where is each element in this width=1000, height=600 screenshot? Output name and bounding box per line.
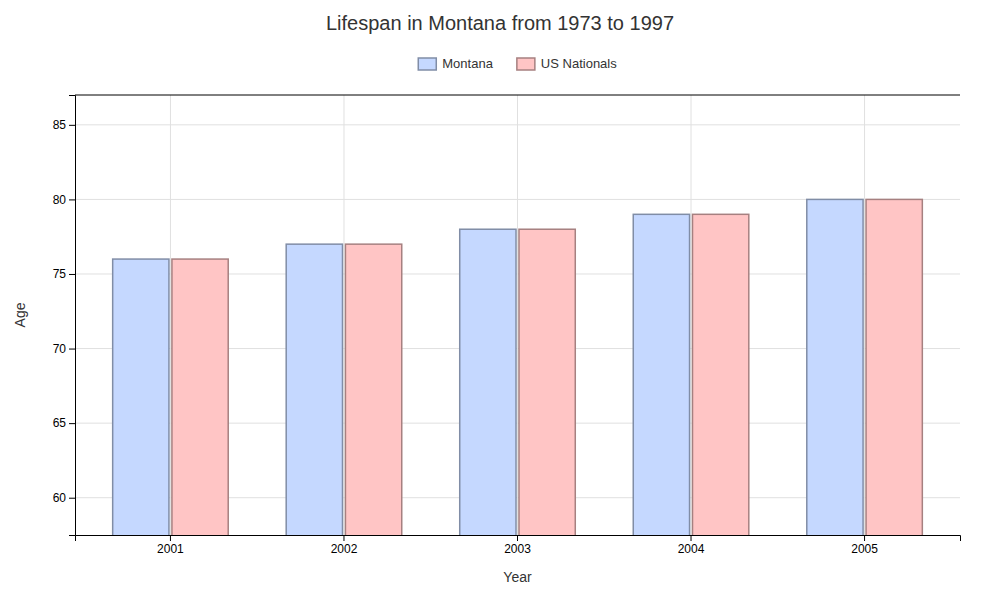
legend-swatch: [517, 58, 535, 70]
bar: [460, 229, 516, 535]
y-axis: 60 65 70 75 80 85: [53, 96, 76, 536]
x-grid-line: [691, 95, 692, 535]
x-axis-line: [76, 536, 961, 542]
bar: [286, 244, 342, 535]
bar: [693, 214, 749, 535]
y-tick: 75: [53, 267, 75, 281]
bar: [345, 244, 401, 535]
x-tick-label: 2005: [851, 542, 878, 556]
x-tick: 2001: [157, 535, 184, 556]
legend-label: US Nationals: [541, 56, 617, 71]
chart: 2001 2002 2003 2004 2005 60 65 70 75 80 85 Lifespan…: [0, 0, 1000, 600]
bar: [172, 259, 228, 535]
series: [113, 199, 863, 535]
x-tick-mark: [517, 535, 518, 541]
bars: [113, 199, 923, 535]
x-tick-mark: [691, 535, 692, 541]
x-tick-mark: [170, 535, 171, 541]
x-tick-label: 2001: [157, 542, 184, 556]
plot: 2001 2002 2003 2004 2005 60 65 70 75 80 85: [53, 95, 961, 600]
y-tick-label: 80: [53, 193, 67, 207]
plot-frame: [75, 95, 960, 96]
series: [172, 199, 922, 535]
x-grid-line: [170, 95, 171, 535]
legend-swatch: [418, 58, 436, 70]
title: Lifespan in Montana from 1973 to 1997: [326, 12, 674, 34]
x-axis-title: Year: [503, 569, 532, 585]
y-tick-label: 60: [53, 491, 67, 505]
bar: [866, 199, 922, 535]
x-tick-mark: [343, 535, 344, 541]
x-grid-line: [517, 95, 518, 535]
y-axis-line: [69, 96, 76, 536]
y-tick-mark: [69, 349, 75, 350]
bar: [807, 199, 863, 535]
x-axis: 2001 2002 2003 2004 2005: [76, 535, 961, 556]
y-tick-label: 70: [53, 342, 67, 356]
x-tick-label: 2004: [678, 542, 705, 556]
y-tick: 60: [53, 491, 75, 505]
x-tick: 2004: [678, 535, 705, 556]
y-tick-mark: [69, 498, 75, 499]
y-tick-label: 75: [53, 267, 67, 281]
x-tick-label: 2002: [331, 542, 358, 556]
bar: [633, 214, 689, 535]
x-grid-line: [864, 95, 865, 535]
y-tick: 65: [53, 416, 75, 430]
x-tick-label: 2003: [504, 542, 531, 556]
y-tick: 85: [53, 118, 75, 132]
x-tick: 2003: [504, 535, 531, 556]
x-tick-mark: [864, 535, 865, 541]
bar: [113, 259, 169, 535]
y-tick-mark: [69, 125, 75, 126]
y-tick-label: 65: [53, 416, 67, 430]
x-tick: 2002: [331, 535, 358, 556]
legend: Montana US Nationals: [418, 56, 617, 71]
y-tick-mark: [69, 423, 75, 424]
bar: [519, 229, 575, 535]
legend-label: Montana: [442, 56, 493, 71]
y-tick: 70: [53, 342, 75, 356]
x-grid-line: [343, 95, 344, 535]
y-tick: 80: [53, 193, 75, 207]
y-tick-label: 85: [53, 118, 67, 132]
legend-item: Montana: [418, 56, 493, 71]
y-tick-mark: [69, 274, 75, 275]
y-tick-mark: [69, 199, 75, 200]
legend-item: US Nationals: [517, 56, 617, 71]
y-axis-title: Age: [12, 302, 28, 327]
x-tick: 2005: [851, 535, 878, 556]
